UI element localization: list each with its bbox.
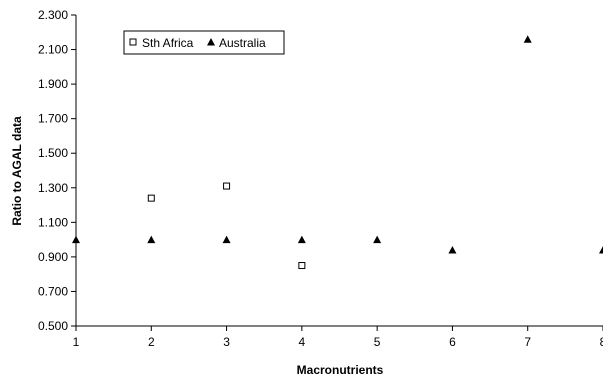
y-tick-label: 1.700 <box>38 112 68 126</box>
point-australia <box>297 235 306 244</box>
legend-label-sth-africa: Sth Africa <box>142 36 194 50</box>
x-axis-ticks: 1 2 3 4 5 6 7 8 <box>73 326 603 349</box>
y-axis-title: Ratio to AGAL data <box>10 116 24 226</box>
point-australia <box>72 235 80 244</box>
x-tick-label: 6 <box>449 335 456 349</box>
point-sth-africa <box>223 182 231 190</box>
x-tick-label: 8 <box>600 335 603 349</box>
point-australia <box>599 245 603 254</box>
point-australia <box>222 235 231 244</box>
legend: Sth Africa Australia <box>123 30 285 55</box>
x-tick-label: 2 <box>148 335 155 349</box>
legend-label-australia: Australia <box>219 36 266 50</box>
x-axis-title: Macronutrients <box>297 363 384 377</box>
x-tick-label: 3 <box>223 335 230 349</box>
y-tick-label: 1.900 <box>38 77 68 91</box>
point-australia <box>448 245 457 254</box>
y-tick-label: 1.500 <box>38 146 68 160</box>
x-tick-label: 1 <box>73 335 80 349</box>
x-tick-label: 4 <box>299 335 306 349</box>
y-tick-label: 2.100 <box>38 43 68 57</box>
y-tick-label: 0.900 <box>38 250 68 264</box>
point-sth-africa <box>298 262 306 270</box>
y-tick-label: 0.700 <box>38 284 68 298</box>
y-axis-ticks: 0.500 0.700 0.900 1.100 1.300 1.500 1.700 1.900… <box>38 8 76 333</box>
x-tick-label: 7 <box>524 335 531 349</box>
data-points <box>72 35 603 270</box>
point-australia <box>147 235 156 244</box>
y-tick-label: 1.300 <box>38 181 68 195</box>
x-tick-label: 5 <box>374 335 381 349</box>
y-tick-label: 1.100 <box>38 215 68 229</box>
point-australia <box>523 35 532 43</box>
legend-box <box>123 30 285 55</box>
y-tick-label: 2.300 <box>38 8 68 22</box>
y-tick-label: 0.500 <box>38 319 68 333</box>
point-australia <box>373 235 382 244</box>
legend-marker-sth-africa <box>129 38 137 46</box>
point-sth-africa <box>147 194 155 202</box>
legend-marker-australia <box>207 38 215 46</box>
